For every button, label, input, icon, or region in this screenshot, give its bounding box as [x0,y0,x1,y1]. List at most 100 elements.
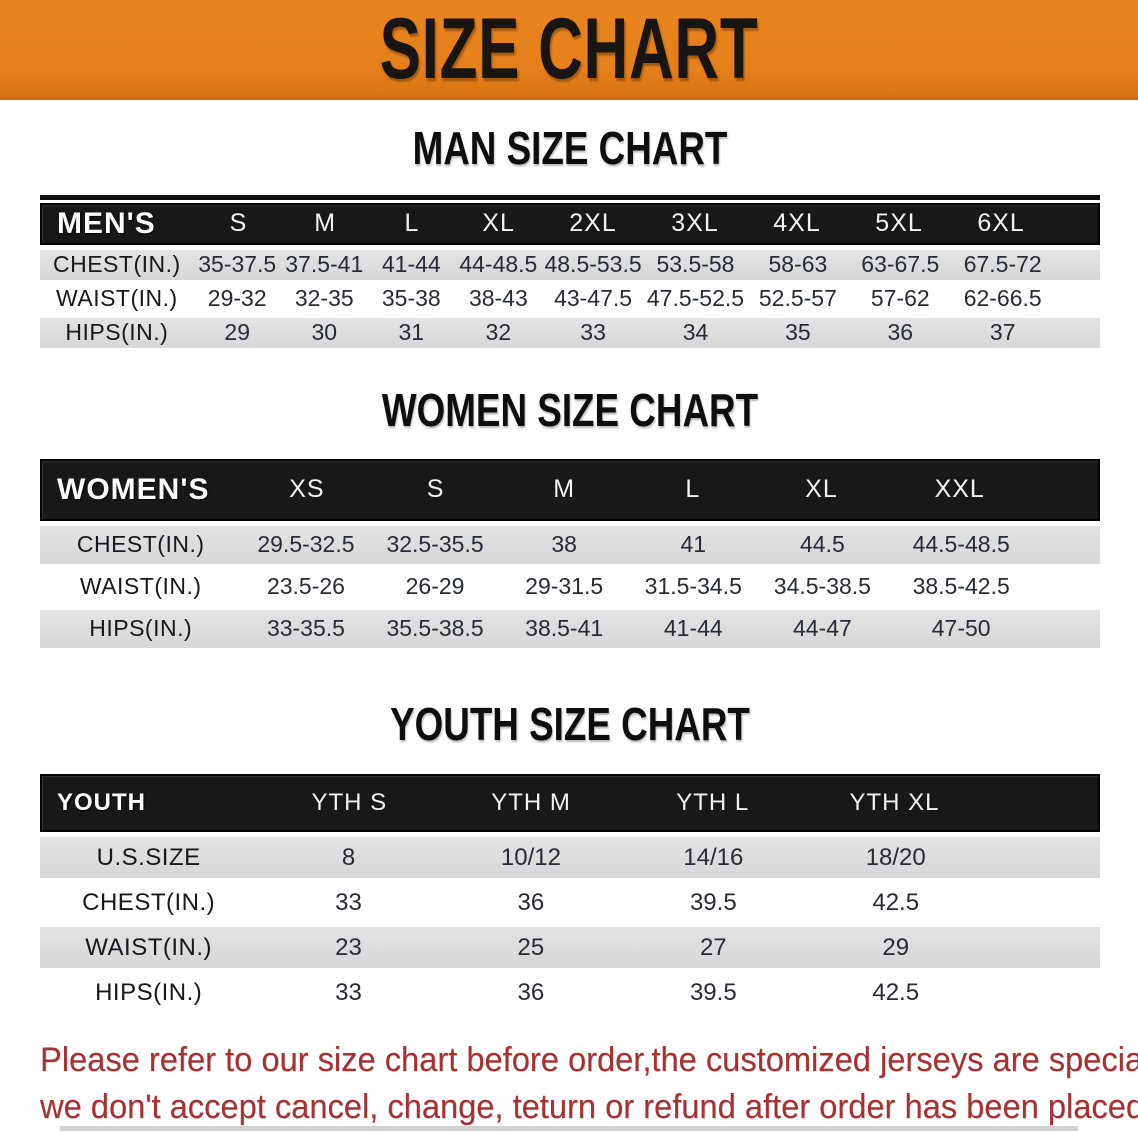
table-row: HIPS(IN.) 29 30 31 32 33 34 35 36 37 [40,315,1100,350]
size-column-header: M [553,475,576,503]
size-cell: 41-44 [381,251,441,278]
size-cell: 36 [517,888,545,916]
size-cell: 33 [335,888,362,916]
table-title: MEN'S [57,206,156,240]
table-row: WAIST(IN.) 23.5-26 26-29 29-31.5 31.5-34.5 34… [40,565,1100,608]
size-column-header: M [314,209,337,238]
size-cell: 35-37.5 [198,251,277,278]
size-column-header: 3XL [671,209,719,238]
size-cell: 57-62 [870,285,930,312]
size-cell: 23 [335,933,362,961]
size-cell: 8 [341,843,356,871]
table-row: CHEST(IN.) 33 36 39.5 42.5 [40,880,1100,926]
size-cell: 42.5 [872,978,920,1006]
row-label: CHEST(IN.) [53,251,181,278]
row-label: HIPS(IN.) [95,978,203,1006]
size-column-header: YTH L [676,789,750,817]
disclaimer-line-1: Please refer to our size chart before or… [40,1041,1138,1080]
size-column-header: XXL [934,475,985,503]
size-cell: 67.5-72 [963,251,1042,278]
size-cell: 35.5-38.5 [386,615,484,641]
size-cell: 47-50 [931,615,991,641]
size-cell: 38-43 [468,285,528,312]
size-cell: 44.5-48.5 [912,531,1010,557]
size-cell: 38 [551,531,577,557]
size-cell: 31 [398,319,425,346]
row-label: U.S.SIZE [96,843,201,871]
table-row: CHEST(IN.) 29.5-32.5 32.5-35.5 38 41 44.5 44.5… [40,523,1100,566]
size-column-header: 4XL [773,209,821,238]
section-heading-men: MAN SIZE CHART [412,122,728,174]
bottom-divider [60,1126,1078,1131]
size-column-header: YTH M [491,789,571,817]
section-heading-youth: YOUTH SIZE CHART [390,697,750,750]
size-cell: 23.5-26 [266,573,345,599]
size-column-header: XS [289,475,325,503]
size-cell: 34 [682,319,709,346]
size-cell: 38.5-42.5 [912,573,1010,599]
size-column-header: 2XL [569,209,617,238]
size-cell: 25 [517,933,545,961]
size-cell: 33 [335,978,362,1006]
size-column-header: XL [805,475,838,503]
banner-title: SIZE CHART [379,0,759,97]
size-column-header: L [404,209,420,238]
content: MAN SIZE CHART MEN'S S M L XL 2XL 3XL 4XL 5XL 6XL… [40,122,1138,1131]
row-label: HIPS(IN.) [65,319,169,346]
disclaimer-line-2: we don't accept cancel, change, teturn o… [40,1088,1138,1127]
size-cell: 42.5 [872,888,920,916]
size-cell: 29 [882,933,910,961]
size-cell: 14/16 [683,843,744,871]
size-cell: 48.5-53.5 [544,251,642,278]
table-header-row: YOUTH YTH S YTH M YTH L YTH XL [40,774,1100,833]
mens-size-table: MEN'S S M L XL 2XL 3XL 4XL 5XL 6XL CHEST(IN.) 35-37… [40,202,1100,350]
size-cell: 32.5-35.5 [386,531,484,557]
row-label: WAIST(IN.) [79,573,202,599]
size-column-header: YTH XL [849,789,940,817]
size-cell: 27 [699,933,727,961]
size-column-header: L [685,475,701,503]
size-cell: 30 [311,319,338,346]
section-heading-women: WOMEN SIZE CHART [381,383,759,436]
table-row: HIPS(IN.) 33-35.5 35.5-38.5 38.5-41 41-44 44-… [40,607,1100,650]
table-row: CHEST(IN.) 35-37.5 37.5-41 41-44 44-48.5 48.5… [40,247,1100,282]
size-cell: 32-35 [294,285,354,312]
size-chart-banner: SIZE CHART [0,0,1138,100]
size-cell: 44-47 [792,615,852,641]
size-cell: 39.5 [689,978,737,1006]
size-cell: 35-38 [381,285,441,312]
size-cell: 37 [989,319,1016,346]
size-cell: 58-63 [768,251,828,278]
size-cell: 29-32 [207,285,267,312]
disclaimer: Please refer to our size chart before or… [40,1037,1138,1131]
size-cell: 32 [485,319,512,346]
table-row: WAIST(IN.) 23 25 27 29 [40,925,1100,971]
size-cell: 41-44 [663,615,723,641]
size-column-header: 5XL [875,209,923,238]
size-cell: 36 [887,319,914,346]
size-cell: 38.5-41 [525,615,604,641]
table-header-row: WOMEN'S XS S M L XL XXL [40,458,1100,521]
row-label: WAIST(IN.) [85,933,213,961]
table-title: WOMEN'S [57,472,210,506]
youth-size-table: YOUTH YTH S YTH M YTH L YTH XL U.S.SIZE 8 10/12… [40,774,1100,1016]
size-column-header: 6XL [977,209,1025,238]
size-cell: 34.5-38.5 [773,573,871,599]
size-cell: 63-67.5 [861,251,940,278]
size-cell: 10/12 [500,843,561,871]
size-cell: 53.5-58 [656,251,735,278]
table-row: U.S.SIZE 8 10/12 14/16 18/20 [40,835,1100,881]
size-cell: 62-66.5 [963,285,1042,312]
size-cell: 37.5-41 [285,251,364,278]
table-header-row: MEN'S S M L XL 2XL 3XL 4XL 5XL 6XL [40,202,1100,245]
size-cell: 29 [224,319,250,346]
womens-size-table: WOMEN'S XS S M L XL XXL CHEST(IN.) 29.5-32.5 32.5… [40,458,1100,650]
size-cell: 26-29 [405,573,465,599]
size-cell: 29.5-32.5 [257,531,355,557]
size-cell: 52.5-57 [758,285,837,312]
size-cell: 31.5-34.5 [644,573,742,599]
size-cell: 44-48.5 [459,251,538,278]
size-cell: 33-35.5 [266,615,345,641]
size-cell: 33 [580,319,606,346]
size-column-header: S [229,209,248,238]
